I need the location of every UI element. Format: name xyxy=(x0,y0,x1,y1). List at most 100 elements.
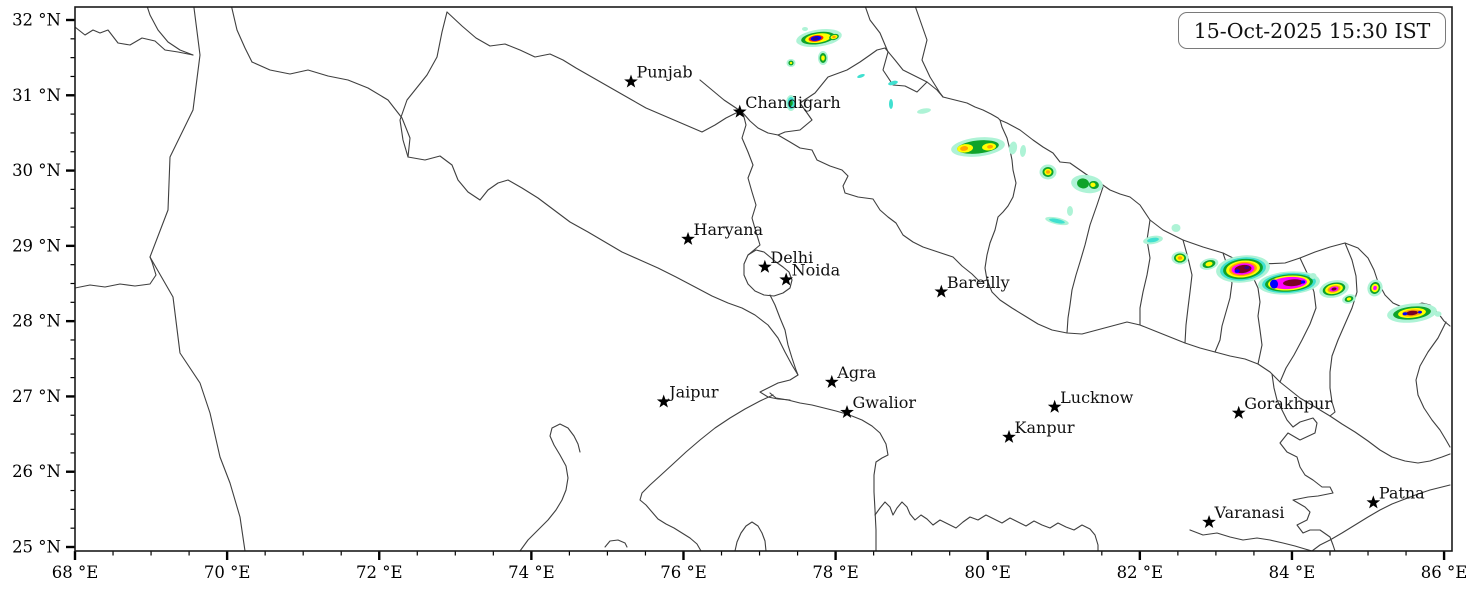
radar-layer xyxy=(888,80,898,86)
boundary-long-south-border xyxy=(407,155,799,384)
boundary-top-border-b xyxy=(231,7,253,63)
boundary-delhi-to-agra xyxy=(769,294,799,376)
boundary-bihar-west-arc xyxy=(1415,321,1451,448)
boundary-top-border-a xyxy=(146,7,194,56)
radar-cell-23 xyxy=(1319,280,1349,298)
radar-layer xyxy=(832,35,836,39)
radar-layer xyxy=(821,55,825,61)
radar-cell-3 xyxy=(818,51,828,65)
radar-layer xyxy=(1019,145,1027,157)
radar-layer xyxy=(812,37,819,40)
boundary-rajasthan-mp-line xyxy=(519,423,581,551)
radar-layer xyxy=(1331,287,1337,291)
radar-cell-10 xyxy=(951,137,1005,157)
radar-cell-24 xyxy=(1309,273,1317,279)
radar-cell-26 xyxy=(1367,279,1383,297)
radar-layer xyxy=(1090,182,1096,188)
axes: 68 °E 70 °E 72 °E 74 °E 76 °E 78 °E 80 °E 82 °E… xyxy=(12,11,1467,583)
radar-cell-8 xyxy=(889,99,893,109)
radar-layer xyxy=(1077,178,1090,189)
boundary-punjab-east xyxy=(741,112,761,256)
city-marker-lucknow xyxy=(1047,399,1062,413)
city-label-gorakhpur: Gorakhpur xyxy=(1244,394,1332,413)
boundary-province-1 xyxy=(1066,186,1104,334)
timestamp-text: 15-Oct-2025 15:30 IST xyxy=(1193,18,1431,43)
city-marker-varanasi xyxy=(1202,514,1216,528)
radar-layer xyxy=(1177,256,1183,260)
radar-cell-11 xyxy=(1008,141,1018,155)
boundary-himalaya-top-b xyxy=(914,7,944,98)
radar-layer xyxy=(960,146,969,151)
radar-layer xyxy=(1402,312,1408,316)
y-tick-label: 30 °N xyxy=(12,161,61,180)
x-tick-label: 78 °E xyxy=(812,563,859,582)
radar-layer xyxy=(1309,273,1317,279)
radar-cell-22 xyxy=(1258,271,1320,295)
y-tick-label: 29 °N xyxy=(12,236,61,255)
city-label-bareilly: Bareilly xyxy=(947,273,1010,292)
city-label-punjab: Punjab xyxy=(636,63,692,82)
radar-cell-13 xyxy=(1039,164,1057,180)
city-marker-gorakhpur xyxy=(1231,405,1246,419)
x-tick-label: 74 °E xyxy=(508,563,555,582)
city-label-delhi: Delhi xyxy=(770,248,813,267)
y-tick-label: 32 °N xyxy=(12,11,61,30)
y-tick-label: 27 °N xyxy=(12,387,61,406)
boundary-punjab-north xyxy=(446,11,744,133)
boundary-bottom-fingers xyxy=(874,501,1099,551)
radar-cell-1 xyxy=(829,33,839,41)
radar-cell-17 xyxy=(1171,224,1181,232)
radar-layer xyxy=(1171,224,1181,232)
radar-layer xyxy=(1205,261,1213,267)
radar-layer xyxy=(1244,265,1250,270)
radar-layer xyxy=(857,73,865,79)
radar-layer xyxy=(1049,218,1065,224)
boundary-west-region xyxy=(251,61,411,158)
x-tick-label: 68 °E xyxy=(52,563,99,582)
city-label-haryana: Haryana xyxy=(694,220,764,239)
x-tick-label: 86 °E xyxy=(1421,563,1468,582)
state-boundaries xyxy=(75,7,1451,551)
city-marker-kanpur xyxy=(1002,429,1016,443)
radar-layer xyxy=(1417,310,1422,314)
boundary-province-7 xyxy=(1329,242,1358,417)
radar-cell-27 xyxy=(1387,303,1437,323)
radar-cell-12 xyxy=(1019,145,1027,157)
city-label-kanpur: Kanpur xyxy=(1015,418,1075,437)
radar-cell-18 xyxy=(1143,235,1163,245)
radar-layer xyxy=(917,108,931,114)
radar-cell-7 xyxy=(888,80,898,86)
city-marker-noida xyxy=(779,272,794,286)
radar-layer xyxy=(1046,170,1050,174)
radar-cell-9 xyxy=(917,108,931,114)
boundary-uttarakhand-east xyxy=(984,119,1017,281)
timestamp-badge: 15-Oct-2025 15:30 IST xyxy=(1178,12,1446,49)
boundary-nepal-south xyxy=(986,279,1451,464)
x-tick-label: 84 °E xyxy=(1269,563,1316,582)
city-marker-punjab xyxy=(624,74,638,88)
plot-border xyxy=(74,6,1453,552)
city-marker-haryana xyxy=(681,231,695,245)
city-label-chandigarh: Chandigarh xyxy=(745,93,840,112)
radar-layer xyxy=(789,61,793,65)
city-label-gwalior: Gwalior xyxy=(853,393,917,412)
boundary-uttarakhand-south xyxy=(777,134,988,283)
radar-cell-20 xyxy=(1199,258,1219,270)
boundary-bottom-wedge xyxy=(604,539,628,548)
radar-cell-5 xyxy=(786,95,796,111)
city-label-lucknow: Lucknow xyxy=(1060,388,1134,407)
city-marker-chandigarh xyxy=(732,104,747,118)
radar-layer xyxy=(802,27,808,31)
city-label-jaipur: Jaipur xyxy=(667,383,719,402)
radar-cell-0 xyxy=(796,28,842,48)
radar-cell-2 xyxy=(802,27,808,31)
boundary-up-mp-border xyxy=(769,392,889,551)
radar-cell-19 xyxy=(1171,251,1189,265)
radar-layer xyxy=(1373,285,1377,291)
boundary-dholpur-beak xyxy=(759,382,791,401)
radar-cell-28 xyxy=(1434,311,1442,317)
radar-layer xyxy=(889,99,893,109)
